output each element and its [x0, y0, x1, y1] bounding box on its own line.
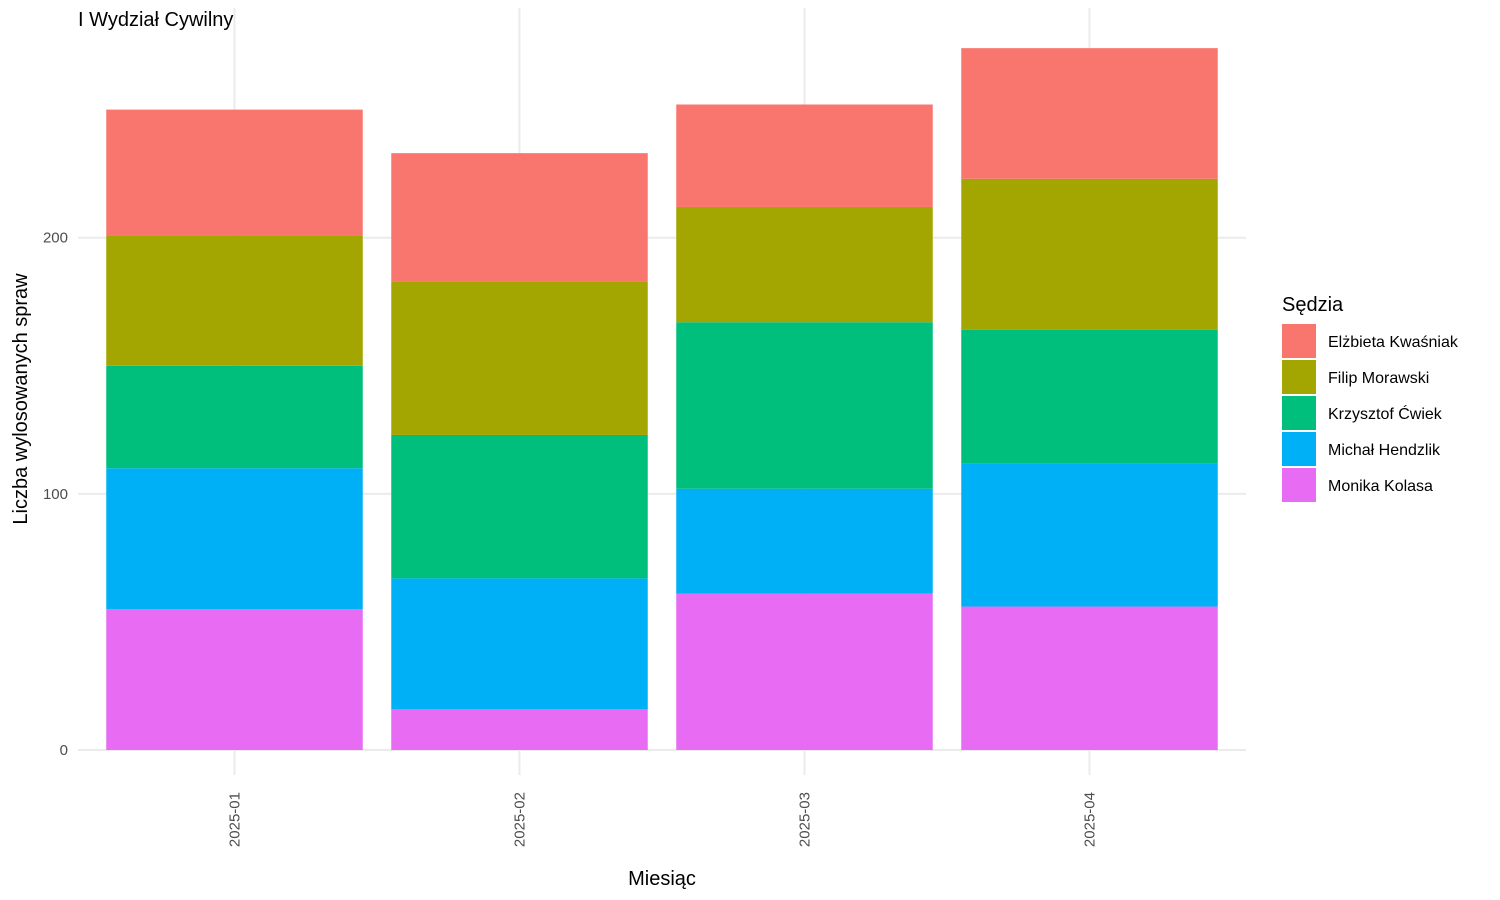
x-tick-label: 2025-01 [227, 792, 244, 847]
bar-segment [676, 322, 933, 489]
bar-segment [961, 463, 1218, 607]
bar-segment [391, 578, 648, 710]
legend-label: Elżbieta Kwaśniak [1328, 334, 1459, 351]
bars [106, 48, 1218, 750]
x-tick-label: 2025-03 [797, 792, 814, 847]
bar-segment [961, 329, 1218, 464]
x-axis-title: Miesiąc [628, 868, 696, 890]
y-axis-ticks: 0 100 200 [43, 230, 68, 759]
legend-swatch [1282, 360, 1316, 394]
bar-segment [106, 109, 363, 236]
legend-label: Michał Hendzlik [1328, 442, 1441, 459]
chart-title: I Wydział Cywilny [78, 9, 233, 31]
legend-label: Krzysztof Ćwiek [1328, 404, 1443, 423]
bar-segment [106, 468, 363, 610]
legend-swatch [1282, 396, 1316, 430]
y-tick-label: 100 [43, 486, 68, 503]
bar-segment [106, 365, 363, 469]
bar-segment [961, 48, 1218, 179]
bar-segment [676, 206, 933, 323]
y-tick-label: 0 [60, 742, 68, 759]
bar-segment [676, 488, 933, 594]
bar-segment [961, 606, 1218, 750]
bar-segment [391, 434, 648, 579]
y-axis-title: Liczba wylosowanych spraw [10, 273, 32, 525]
y-tick-label: 200 [43, 230, 68, 247]
x-tick-label: 2025-02 [512, 792, 529, 847]
bar-segment [676, 593, 933, 750]
legend-label: Filip Morawski [1328, 370, 1429, 387]
x-tick-label: 2025-04 [1082, 792, 1099, 847]
legend-swatch [1282, 324, 1316, 358]
bar-segment [676, 104, 933, 207]
legend-swatch [1282, 432, 1316, 466]
bar-segment [391, 709, 648, 750]
bar-segment [391, 153, 648, 282]
legend: Sędzia Elżbieta Kwaśniak Filip Morawski Kr… [1282, 294, 1459, 502]
x-axis-ticks: 2025-01 2025-02 2025-03 2025-04 [227, 792, 1099, 847]
bar-segment [391, 281, 648, 435]
bar-segment [106, 235, 363, 366]
legend-label: Monika Kolasa [1328, 478, 1433, 495]
bar-segment [106, 609, 363, 750]
bar-segment [961, 178, 1218, 330]
legend-swatch [1282, 468, 1316, 502]
legend-title: Sędzia [1282, 294, 1344, 316]
